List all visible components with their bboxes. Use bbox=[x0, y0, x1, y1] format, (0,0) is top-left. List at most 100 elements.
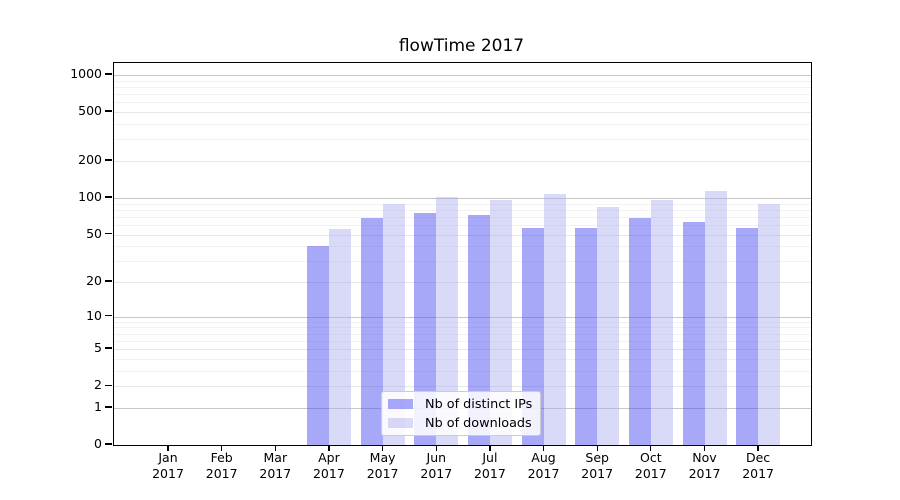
bar-nb-of-downloads-aug bbox=[543, 194, 566, 445]
bar-nb-of-distinct-ips-aug bbox=[521, 227, 544, 445]
x-tick-label-jun: Jun 2017 bbox=[420, 450, 453, 481]
bar-nb-of-downloads-oct bbox=[650, 199, 673, 445]
bar-nb-of-downloads-jun bbox=[436, 197, 459, 445]
y-tick-mark-100 bbox=[105, 196, 112, 198]
y-tick-label-1000: 1000 bbox=[70, 66, 102, 81]
x-tick-mark-oct bbox=[650, 445, 652, 451]
y-tick-mark-1 bbox=[105, 406, 112, 408]
x-tick-label-may: May 2017 bbox=[366, 450, 399, 481]
y-tick-mark-0 bbox=[105, 443, 112, 445]
gridline-5 bbox=[114, 349, 811, 351]
gridline-100 bbox=[114, 197, 811, 199]
gridline-minor bbox=[114, 321, 811, 323]
legend-swatch-1 bbox=[388, 399, 413, 409]
x-tick-label-feb: Feb 2017 bbox=[205, 450, 238, 481]
gridline-minor bbox=[114, 370, 811, 372]
x-tick-label-nov: Nov 2017 bbox=[688, 450, 721, 481]
x-tick-mark-nov bbox=[703, 445, 706, 451]
legend-swatch-2 bbox=[388, 418, 413, 428]
x-tick-mark-may bbox=[381, 445, 384, 451]
gridline-minor bbox=[114, 216, 811, 218]
gridline-minor bbox=[114, 327, 811, 329]
y-tick-label-0: 0 bbox=[94, 436, 102, 451]
y-tick-label-10: 10 bbox=[86, 307, 102, 323]
legend-label-2: Nb of downloads bbox=[425, 415, 532, 431]
y-tick-mark-1000 bbox=[105, 73, 112, 75]
gridline-minor bbox=[114, 102, 811, 104]
gridline-minor bbox=[114, 246, 811, 248]
y-tick-label-100: 100 bbox=[78, 188, 102, 204]
x-tick-label-aug: Aug 2017 bbox=[527, 450, 560, 481]
bar-nb-of-distinct-ips-sep bbox=[575, 227, 598, 445]
y-tick-mark-50 bbox=[105, 232, 112, 235]
gridline-minor bbox=[114, 203, 811, 205]
gridline-20 bbox=[114, 282, 811, 283]
bar-nb-of-downloads-apr bbox=[328, 228, 351, 445]
gridline-minor bbox=[114, 87, 811, 88]
gridline-1000 bbox=[114, 75, 811, 76]
gridline-2 bbox=[114, 386, 811, 388]
legend-row-1: Nb of distinct IPs bbox=[388, 397, 540, 412]
gridline-minor bbox=[114, 94, 811, 96]
bar-nb-of-distinct-ips-jun bbox=[414, 213, 437, 445]
gridline-minor bbox=[114, 224, 811, 226]
bar-nb-of-distinct-ips-apr bbox=[306, 246, 329, 445]
x-tick-mark-dec bbox=[757, 445, 759, 451]
x-tick-mark-jun bbox=[435, 445, 437, 451]
bar-nb-of-downloads-jul bbox=[489, 199, 512, 445]
bar-nb-of-distinct-ips-oct bbox=[628, 218, 651, 445]
gridline-minor bbox=[114, 261, 811, 263]
x-tick-label-sep: Sep 2017 bbox=[581, 450, 614, 481]
y-tick-mark-5 bbox=[105, 347, 112, 349]
y-tick-label-50: 50 bbox=[86, 225, 102, 241]
y-tick-mark-20 bbox=[105, 280, 112, 282]
x-tick-mark-jul bbox=[489, 445, 491, 451]
legend: Nb of distinct IPs Nb of downloads bbox=[381, 391, 541, 436]
y-tick-mark-200 bbox=[105, 159, 112, 161]
legend-row-2: Nb of downloads bbox=[388, 416, 540, 431]
bar-nb-of-distinct-ips-jul bbox=[467, 215, 490, 445]
gridline-200 bbox=[114, 161, 811, 162]
gridline-minor bbox=[114, 80, 811, 82]
x-tick-label-apr: Apr 2017 bbox=[312, 450, 345, 481]
gridline-minor bbox=[114, 139, 811, 141]
bar-nb-of-distinct-ips-may bbox=[360, 218, 383, 445]
gridline-minor bbox=[114, 209, 811, 211]
plot-area bbox=[113, 62, 812, 446]
gridline-10 bbox=[114, 316, 811, 318]
bar-nb-of-downloads-may bbox=[382, 203, 405, 445]
bar-nb-of-distinct-ips-dec bbox=[736, 227, 759, 445]
x-tick-label-oct: Oct 2017 bbox=[634, 450, 667, 481]
x-tick-label-dec: Dec 2017 bbox=[742, 450, 774, 481]
x-tick-mark-aug bbox=[542, 445, 545, 451]
x-tick-mark-jan bbox=[167, 445, 169, 451]
y-tick-mark-2 bbox=[105, 384, 112, 386]
bar-nb-of-downloads-nov bbox=[704, 190, 727, 445]
gridline-minor bbox=[114, 358, 811, 360]
x-tick-mark-sep bbox=[596, 445, 598, 451]
gridline-50 bbox=[114, 234, 811, 236]
gridline-500 bbox=[114, 112, 811, 114]
bar-nb-of-downloads-sep bbox=[597, 207, 620, 445]
bar-nb-of-downloads-dec bbox=[758, 204, 781, 445]
y-tick-label-200: 200 bbox=[78, 152, 102, 167]
x-tick-label-mar: Mar 2017 bbox=[259, 450, 292, 481]
gridline-minor bbox=[114, 340, 811, 342]
y-tick-label-500: 500 bbox=[78, 103, 102, 119]
gridline-minor bbox=[114, 333, 811, 335]
y-tick-label-2: 2 bbox=[94, 377, 102, 393]
x-tick-mark-feb bbox=[221, 445, 223, 451]
gridline-minor bbox=[114, 124, 811, 125]
y-tick-label-20: 20 bbox=[86, 273, 102, 288]
y-tick-label-1: 1 bbox=[94, 398, 102, 414]
y-tick-label-5: 5 bbox=[94, 340, 102, 356]
x-tick-label-jan: Jan 2017 bbox=[152, 450, 184, 481]
bar-nb-of-distinct-ips-nov bbox=[682, 222, 705, 445]
legend-label-1: Nb of distinct IPs bbox=[425, 396, 533, 412]
x-tick-label-jul: Jul 2017 bbox=[473, 450, 506, 481]
x-tick-mark-apr bbox=[328, 445, 330, 451]
chart-title: flowTime 2017 bbox=[398, 36, 525, 56]
y-tick-mark-500 bbox=[105, 110, 112, 112]
y-tick-mark-10 bbox=[105, 314, 112, 317]
